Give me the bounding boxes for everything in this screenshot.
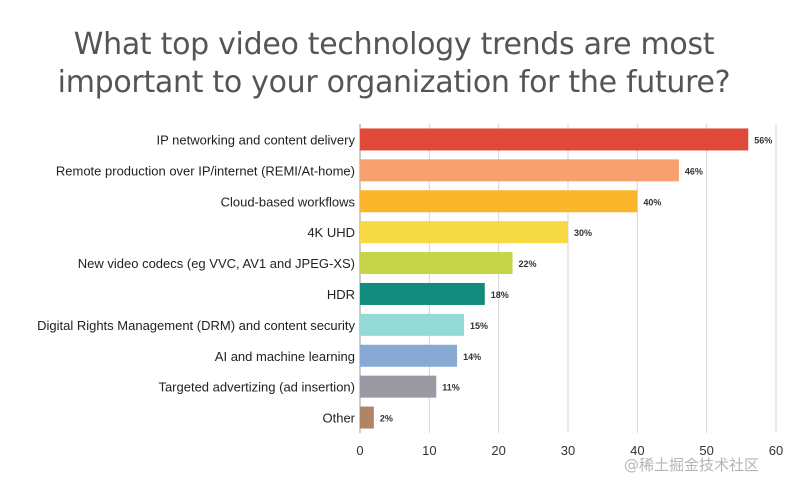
category-label: Digital Rights Management (DRM) and cont…	[37, 318, 355, 333]
data-label: 18%	[491, 290, 509, 300]
bar	[360, 375, 437, 398]
category-label: HDR	[327, 287, 355, 302]
category-label: IP networking and content delivery	[157, 132, 356, 147]
chart-title-line-2: important to your organization for the f…	[57, 65, 731, 100]
data-label: 15%	[470, 321, 488, 331]
category-label: Cloud-based workflows	[221, 194, 356, 209]
data-label: 2%	[380, 414, 393, 424]
x-tick-label: 40	[630, 443, 644, 458]
data-label: 30%	[574, 228, 592, 238]
bar	[360, 406, 374, 429]
chart-title-line-1: What top video technology trends are mos…	[73, 27, 715, 62]
watermark-text: @稀土掘金技术社区	[624, 456, 760, 474]
bar	[360, 252, 513, 275]
category-label: Other	[322, 411, 355, 426]
x-tick-label: 30	[561, 443, 575, 458]
category-label: AI and machine learning	[215, 349, 355, 364]
x-tick-label: 20	[491, 443, 505, 458]
data-label: 46%	[685, 166, 703, 176]
x-tick-label: 60	[769, 443, 783, 458]
category-label: Remote production over IP/internet (REMI…	[56, 163, 355, 178]
category-label: New video codecs (eg VVC, AV1 and JPEG-X…	[78, 256, 355, 271]
bar	[360, 313, 464, 336]
bar	[360, 344, 458, 367]
bar	[360, 128, 749, 151]
x-tick-label: 10	[422, 443, 436, 458]
data-label: 56%	[754, 135, 772, 145]
x-tick-label: 50	[699, 443, 713, 458]
bar	[360, 282, 485, 305]
category-label: Targeted advertizing (ad insertion)	[158, 380, 355, 395]
category-label: 4K UHD	[307, 225, 355, 240]
data-label: 22%	[519, 259, 537, 269]
data-label: 14%	[463, 352, 481, 362]
bar	[360, 159, 679, 182]
data-label: 11%	[442, 383, 460, 393]
data-label: 40%	[643, 197, 661, 207]
chart-title: What top video technology trends are mos…	[0, 26, 788, 102]
x-tick-label: 0	[356, 443, 363, 458]
bar	[360, 221, 568, 244]
bar	[360, 190, 638, 213]
